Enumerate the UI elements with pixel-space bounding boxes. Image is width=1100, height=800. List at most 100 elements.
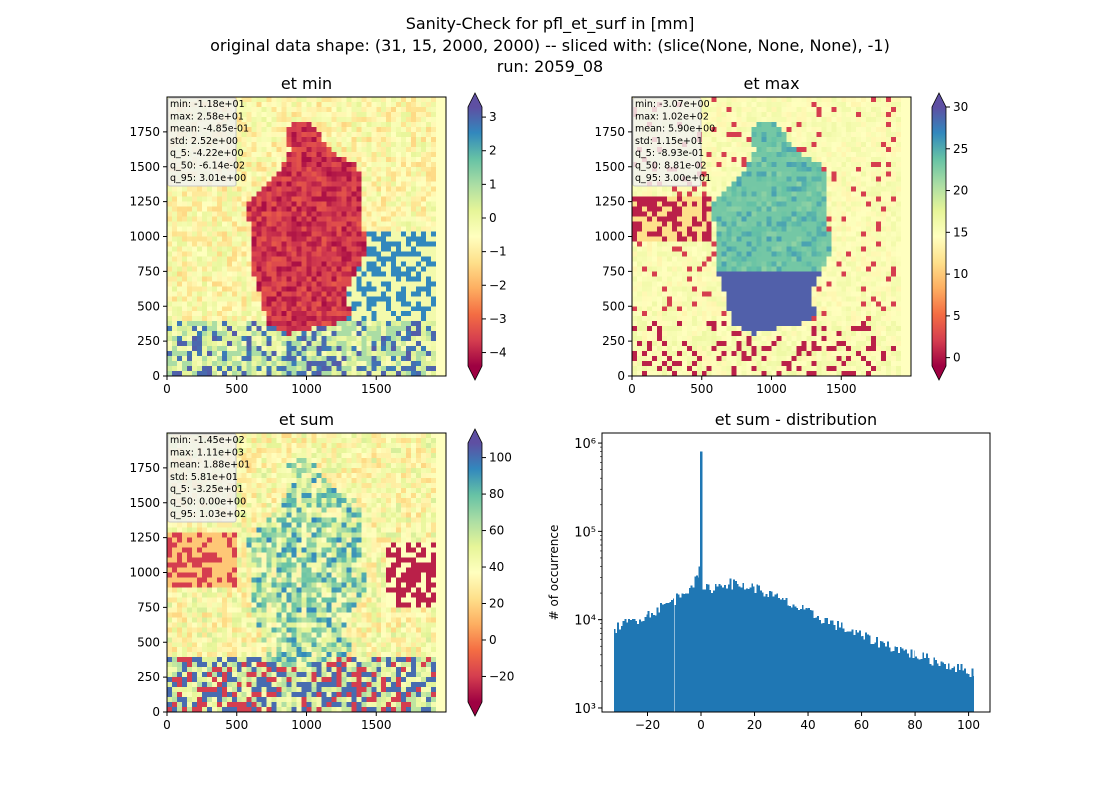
heatmap-cell xyxy=(671,236,678,242)
heatmap-cell xyxy=(796,246,802,252)
x-tick-label: 0 xyxy=(163,382,171,396)
heatmap-cell xyxy=(806,161,812,168)
heatmap-cell xyxy=(421,366,427,372)
heatmap-cell xyxy=(386,316,392,322)
heatmap-cell xyxy=(256,246,262,252)
heatmap-cell xyxy=(716,226,722,232)
heatmap-cell xyxy=(416,291,422,297)
heatmap-cell xyxy=(306,206,312,212)
heatmap-cell xyxy=(326,251,332,257)
heatmap-cell xyxy=(321,336,327,342)
heatmap-cell xyxy=(286,161,292,168)
heatmap-cell xyxy=(276,97,282,103)
heatmap-cell xyxy=(861,201,867,207)
heatmap-cell xyxy=(386,246,392,252)
heatmap-cell xyxy=(641,221,648,227)
suptitle-line-1: Sanity-Check for pfl_et_surf in [mm] xyxy=(406,14,695,34)
heatmap-cell xyxy=(441,136,447,143)
heatmap-cell xyxy=(241,186,248,192)
heatmap-cell xyxy=(201,276,208,282)
heatmap-cell xyxy=(901,196,907,202)
heatmap-cell xyxy=(816,206,822,212)
heatmap-cell xyxy=(376,151,382,158)
heatmap-cell xyxy=(771,236,777,242)
heatmap-cell xyxy=(411,336,417,342)
heatmap-cell xyxy=(676,221,683,227)
heatmap-cell xyxy=(716,171,722,178)
heatmap-cell xyxy=(171,346,178,352)
heatmap-cell xyxy=(851,161,857,168)
heatmap-cell xyxy=(406,361,412,367)
heatmap-cell xyxy=(221,201,228,207)
heatmap-cell xyxy=(371,161,377,168)
heatmap-cell xyxy=(216,316,223,322)
heatmap-cell xyxy=(371,271,377,277)
heatmap-cell xyxy=(632,186,638,192)
heatmap-cell xyxy=(226,246,233,252)
heatmap-cell xyxy=(711,146,717,153)
heatmap-cell xyxy=(316,366,322,372)
heatmap-cell xyxy=(176,191,183,197)
heatmap-cell xyxy=(716,211,722,217)
heatmap-cell xyxy=(236,256,243,262)
heatmap-cell xyxy=(366,276,372,282)
heatmap-cell xyxy=(856,196,862,202)
heatmap-cell xyxy=(726,206,732,212)
heatmap-cell xyxy=(296,221,302,227)
heatmap-cell xyxy=(891,226,897,232)
heatmap-cell xyxy=(751,251,757,257)
heatmap-cell xyxy=(386,361,392,367)
heatmap-cell xyxy=(771,191,777,197)
heatmap-cell xyxy=(776,97,782,103)
heatmap-cell xyxy=(746,196,752,202)
heatmap-cell xyxy=(306,271,312,277)
heatmap-cell xyxy=(246,116,252,123)
heatmap-cell xyxy=(886,156,892,163)
heatmap-cell xyxy=(241,166,248,173)
heatmap-cell xyxy=(406,156,412,163)
heatmap-cell xyxy=(316,351,322,357)
heatmap-cell xyxy=(226,346,233,352)
heatmap-cell xyxy=(401,176,407,182)
heatmap-cell xyxy=(286,201,292,207)
heatmap-cell xyxy=(721,221,727,227)
heatmap-cell xyxy=(176,211,183,217)
heatmap-cell xyxy=(281,206,287,212)
heatmap-cell xyxy=(286,186,292,192)
heatmap-cell xyxy=(906,126,912,133)
heatmap-cell xyxy=(326,366,332,372)
heatmap-cell xyxy=(296,186,302,192)
heatmap-cell xyxy=(201,316,208,322)
heatmap-cell xyxy=(186,336,193,342)
heatmap-cell xyxy=(846,246,852,252)
heatmap-cell xyxy=(256,201,262,207)
heatmap-cell xyxy=(816,241,822,247)
heatmap-cell xyxy=(406,151,412,158)
heatmap-cell xyxy=(351,366,357,372)
heatmap-cell xyxy=(766,106,772,113)
heatmap-cell xyxy=(236,316,243,322)
heatmap-cell xyxy=(311,116,317,123)
heatmap-cell xyxy=(316,121,322,128)
heatmap-cell xyxy=(426,341,432,347)
heatmap-cell xyxy=(371,176,377,182)
heatmap-cell xyxy=(251,131,257,138)
heatmap-cell xyxy=(632,236,638,242)
heatmap-cell xyxy=(436,191,442,197)
heatmap-cell xyxy=(366,97,372,103)
heatmap-cell xyxy=(171,271,178,277)
heatmap-cell xyxy=(376,251,382,257)
heatmap-cell xyxy=(896,226,902,232)
heatmap-cell xyxy=(276,166,282,173)
heatmap-cell xyxy=(321,196,327,202)
heatmap-cell xyxy=(726,136,732,143)
heatmap-cell xyxy=(191,366,198,372)
heatmap-cell xyxy=(746,211,752,217)
heatmap-cell xyxy=(646,216,653,222)
heatmap-cell xyxy=(431,311,437,317)
heatmap-cell xyxy=(756,196,762,202)
heatmap-cell xyxy=(167,221,173,227)
heatmap-cell xyxy=(396,241,402,247)
heatmap-cell xyxy=(636,246,643,252)
heatmap-cell xyxy=(421,126,427,133)
